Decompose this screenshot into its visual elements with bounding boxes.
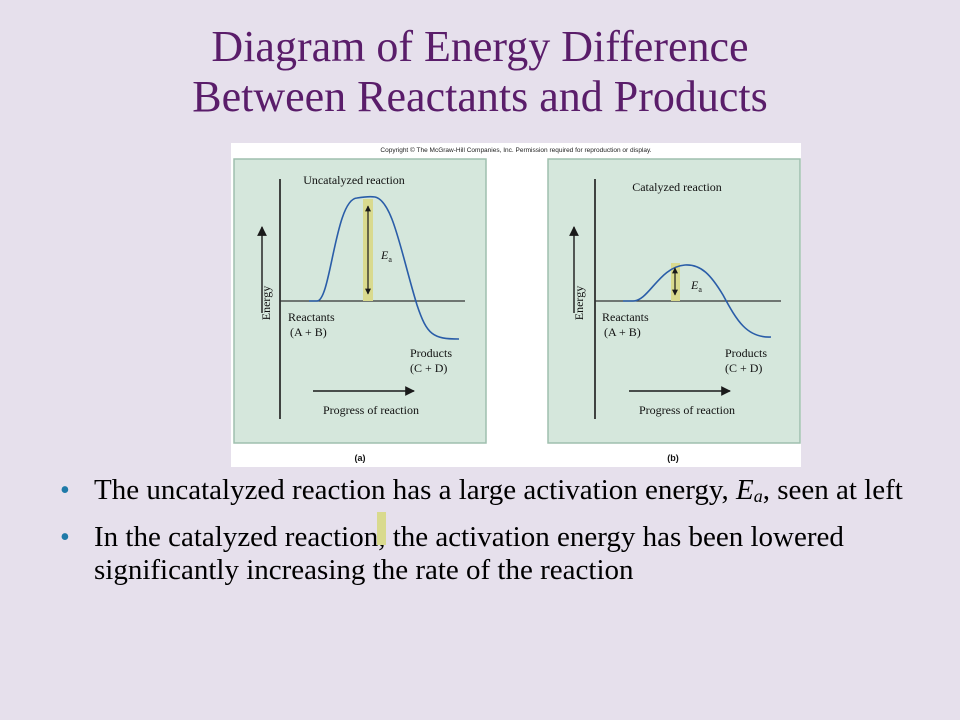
bullet-1-text-b: , seen at left	[762, 474, 903, 506]
panel-b-x-axis-label: Progress of reaction	[639, 403, 735, 417]
panel-a-x-axis-label: Progress of reaction	[323, 403, 419, 417]
bullet-list: • The uncatalyzed reaction has a large a…	[60, 474, 920, 595]
panel-a-products-label: Products	[410, 346, 452, 360]
bullet-item-uncatalyzed: • The uncatalyzed reaction has a large a…	[60, 474, 920, 513]
panel-a-caption: (a)	[355, 453, 366, 463]
panel-b-ea-label: Ea	[690, 278, 702, 294]
panel-a-ea-label: Ea	[380, 248, 392, 264]
panel-b-caption: (b)	[667, 453, 679, 463]
panel-catalyzed: Catalyzed reaction Energy Ea Reactants (…	[547, 158, 801, 463]
panel-a-reaction-curve	[309, 195, 460, 340]
panel-a-reactants-formula: (A + B)	[290, 325, 327, 339]
panel-b-reactants-label: Reactants	[602, 310, 649, 324]
energy-diagram-figure: Copyright © The McGraw-Hill Companies, I…	[231, 143, 801, 467]
panel-a-products-formula: (C + D)	[410, 361, 447, 375]
title-line-2: Between Reactants and Products	[192, 72, 768, 121]
bullet-item-catalyzed: • In the catalyzed reaction, the activat…	[60, 521, 920, 587]
slide-title: Diagram of Energy Difference Between Rea…	[0, 22, 960, 122]
bullet-2-text: In the catalyzed reaction, the activatio…	[94, 521, 844, 586]
bullet-dot-icon: •	[60, 475, 70, 506]
bullet-1-text-a: The uncatalyzed reaction has a large act…	[94, 474, 729, 506]
ea-color-swatch	[377, 512, 386, 545]
title-line-1: Diagram of Energy Difference	[211, 22, 749, 71]
panel-b-products-formula: (C + D)	[725, 361, 762, 375]
panel-b-heading: Catalyzed reaction	[632, 180, 722, 194]
panel-uncatalyzed: Uncatalyzed reaction Energy Ea Reactants…	[233, 158, 487, 463]
panel-a-heading: Uncatalyzed reaction	[303, 173, 405, 187]
panel-a-reactants-label: Reactants	[288, 310, 335, 324]
panel-b-y-axis-label: Energy	[572, 286, 586, 320]
bullet-1-ea-symbol: Ea	[736, 474, 763, 506]
panel-b-reaction-curve	[623, 264, 772, 338]
figure-svg: Copyright © The McGraw-Hill Companies, I…	[233, 146, 801, 463]
panel-b-products-label: Products	[725, 346, 767, 360]
bullet-dot-icon: •	[60, 522, 70, 553]
panel-b-reactants-formula: (A + B)	[604, 325, 641, 339]
copyright-notice: Copyright © The McGraw-Hill Companies, I…	[380, 146, 651, 154]
panel-a-y-axis-label: Energy	[259, 286, 273, 320]
